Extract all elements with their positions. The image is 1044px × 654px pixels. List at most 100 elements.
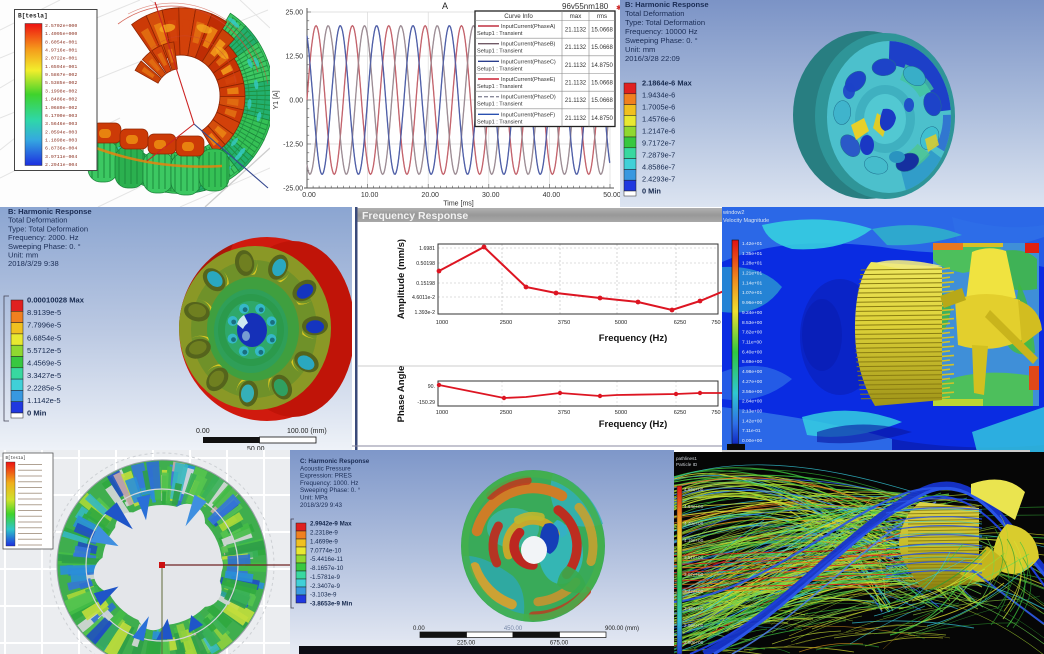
svg-text:5.5385e-002: 5.5385e-002 xyxy=(45,80,77,86)
svg-text:4.16e+00: 4.16e+00 xyxy=(684,538,704,543)
svg-text:7.11e+00: 7.11e+00 xyxy=(742,340,762,346)
svg-text:7.2879e-7: 7.2879e-7 xyxy=(642,151,675,160)
svg-text:0.00: 0.00 xyxy=(413,626,425,632)
svg-text:2500: 2500 xyxy=(500,410,512,416)
svg-text:3.56e+00: 3.56e+00 xyxy=(742,389,762,395)
svg-text:6250: 6250 xyxy=(674,410,686,416)
svg-text:1.07e+01: 1.07e+01 xyxy=(742,290,762,296)
svg-text:1.7005e-6: 1.7005e-6 xyxy=(642,103,675,112)
svg-text:3.07e+00: 3.07e+00 xyxy=(684,572,704,577)
svg-text:Amplitude (mm/s): Amplitude (mm/s) xyxy=(396,239,407,319)
svg-text:Expression: PRES: Expression: PRES xyxy=(300,473,352,480)
svg-text:1000: 1000 xyxy=(436,320,448,326)
svg-text:2.4293e-7: 2.4293e-7 xyxy=(642,175,675,184)
svg-text:Setup1 : Transient: Setup1 : Transient xyxy=(477,84,523,90)
svg-text:Type: Total Deformation: Type: Total Deformation xyxy=(8,224,88,233)
svg-text:0.15198: 0.15198 xyxy=(416,281,435,287)
svg-text:21.1132: 21.1132 xyxy=(565,116,587,122)
svg-text:-5.4416e-11: -5.4416e-11 xyxy=(310,556,343,563)
svg-text:Phase Angle: Phase Angle xyxy=(396,366,407,423)
svg-text:9.24e+00: 9.24e+00 xyxy=(742,310,762,316)
svg-text:Time [ms]: Time [ms] xyxy=(443,201,474,208)
svg-text:Sweeping Phase: 0. °: Sweeping Phase: 0. ° xyxy=(625,36,698,45)
svg-text:1.35e+01: 1.35e+01 xyxy=(742,251,762,257)
svg-text:450.00: 450.00 xyxy=(504,626,523,632)
svg-text:0 Min: 0 Min xyxy=(642,187,661,196)
svg-text:3750: 3750 xyxy=(558,410,570,416)
svg-text:-25.00: -25.00 xyxy=(283,186,303,193)
svg-text:6250: 6250 xyxy=(674,320,686,326)
svg-text:7.7996e-5: 7.7996e-5 xyxy=(27,321,61,330)
svg-text:1.0680e-002: 1.0680e-002 xyxy=(45,105,77,111)
svg-text:-2.3407e-9: -2.3407e-9 xyxy=(310,583,340,590)
svg-text:1.4576e-6: 1.4576e-6 xyxy=(642,115,675,124)
svg-text:90.: 90. xyxy=(428,384,435,390)
svg-text:Setup1 : Transient: Setup1 : Transient xyxy=(477,102,523,108)
svg-text:Frequency (Hz): Frequency (Hz) xyxy=(599,419,668,430)
svg-text:4.8586e-7: 4.8586e-7 xyxy=(642,163,675,172)
svg-text:pathlines1: pathlines1 xyxy=(676,456,697,461)
svg-text:8.6054e-001: 8.6054e-001 xyxy=(45,39,77,45)
svg-text:21.1132: 21.1132 xyxy=(565,45,587,51)
svg-text:5000: 5000 xyxy=(615,320,627,326)
svg-text:Frequency: 10000 Hz: Frequency: 10000 Hz xyxy=(625,27,698,36)
svg-text:InputCurrent(PhaseC): InputCurrent(PhaseC) xyxy=(501,59,556,65)
svg-text:2.84e+00: 2.84e+00 xyxy=(742,399,762,405)
svg-text:15.0668: 15.0668 xyxy=(591,45,613,51)
svg-text:9.5867e-002: 9.5867e-002 xyxy=(45,72,77,78)
svg-text:1.14e+01: 1.14e+01 xyxy=(742,280,762,286)
svg-text:1.8486e-002: 1.8486e-002 xyxy=(45,97,77,103)
svg-text:Setup1 : Transient: Setup1 : Transient xyxy=(477,49,523,55)
svg-text:15.0668: 15.0668 xyxy=(591,98,613,104)
svg-text:Frequency: 1000. Hz: Frequency: 1000. Hz xyxy=(300,480,358,487)
svg-text:15.0668: 15.0668 xyxy=(591,81,613,87)
svg-text:7.11e-01: 7.11e-01 xyxy=(742,428,761,434)
svg-text:0.00010028 Max: 0.00010028 Max xyxy=(27,296,85,305)
svg-text:40.00: 40.00 xyxy=(543,192,561,199)
svg-text:Velocity Magnitude: Velocity Magnitude xyxy=(723,218,769,224)
svg-text:Type: Total Deformation: Type: Total Deformation xyxy=(625,18,705,27)
svg-text:675.00: 675.00 xyxy=(550,641,569,647)
svg-text:B[tesla]: B[tesla] xyxy=(18,13,48,20)
svg-text:14.8750: 14.8750 xyxy=(591,63,613,69)
svg-text:2.0722e-001: 2.0722e-001 xyxy=(45,56,77,62)
svg-text:Setup1 : Transient: Setup1 : Transient xyxy=(477,66,523,72)
svg-text:2.13e+00: 2.13e+00 xyxy=(742,408,762,414)
svg-text:B: Harmonic Response: B: Harmonic Response xyxy=(8,207,92,216)
svg-text:1.9434e-6: 1.9434e-6 xyxy=(642,91,675,100)
svg-text:3.1998e-002: 3.1998e-002 xyxy=(45,88,77,94)
svg-text:1.2147e-6: 1.2147e-6 xyxy=(642,127,675,136)
svg-text:1.42e+00: 1.42e+00 xyxy=(742,418,762,424)
svg-text:Setup1 : Transient: Setup1 : Transient xyxy=(477,31,523,37)
svg-text:7.0774e-10: 7.0774e-10 xyxy=(310,547,342,554)
svg-text:100.00 (mm): 100.00 (mm) xyxy=(287,428,327,435)
svg-text:-8.1657e-10: -8.1657e-10 xyxy=(310,565,344,572)
svg-text:14.8750: 14.8750 xyxy=(591,116,613,122)
svg-text:21.1132: 21.1132 xyxy=(565,98,587,104)
svg-text:Frequency Response: Frequency Response xyxy=(362,210,468,222)
svg-text:2.2285e-5: 2.2285e-5 xyxy=(27,384,61,393)
svg-text:Unit: mm: Unit: mm xyxy=(625,45,655,54)
svg-text:-1.5781e-9: -1.5781e-9 xyxy=(310,574,340,581)
svg-text:Setup1 : Transient: Setup1 : Transient xyxy=(477,119,523,125)
svg-text:1.393e-2: 1.393e-2 xyxy=(415,310,436,316)
svg-text:InputCurrent(PhaseF): InputCurrent(PhaseF) xyxy=(501,112,555,118)
svg-text:9.96e+00: 9.96e+00 xyxy=(742,300,762,306)
svg-text:2018/3/29 9:43: 2018/3/29 9:43 xyxy=(300,502,343,509)
svg-text:3.16e+00: 3.16e+00 xyxy=(684,606,704,611)
svg-text:3.3427e-5: 3.3427e-5 xyxy=(27,371,61,380)
svg-text:3.51e+00: 3.51e+00 xyxy=(684,555,704,560)
svg-text:B[tes1a]: B[tes1a] xyxy=(6,456,26,461)
svg-text:4.4569e-5: 4.4569e-5 xyxy=(27,358,61,367)
svg-text:5.69e+00: 5.69e+00 xyxy=(742,359,762,365)
svg-text:4.27e+00: 4.27e+00 xyxy=(742,379,762,385)
svg-text:B: Harmonic Response: B: Harmonic Response xyxy=(625,0,709,9)
svg-text:6.1700e-003: 6.1700e-003 xyxy=(45,113,77,119)
svg-text:8.53e+00: 8.53e+00 xyxy=(742,320,762,326)
svg-text:1.4095e+000: 1.4095e+000 xyxy=(45,31,77,37)
svg-text:A: A xyxy=(442,1,448,11)
svg-text:3750: 3750 xyxy=(558,320,570,326)
svg-text:-12.50: -12.50 xyxy=(283,142,303,149)
svg-text:8.9139e-5: 8.9139e-5 xyxy=(27,308,61,317)
svg-text:Sweeping Phase: 0. °: Sweeping Phase: 0. ° xyxy=(8,242,81,251)
